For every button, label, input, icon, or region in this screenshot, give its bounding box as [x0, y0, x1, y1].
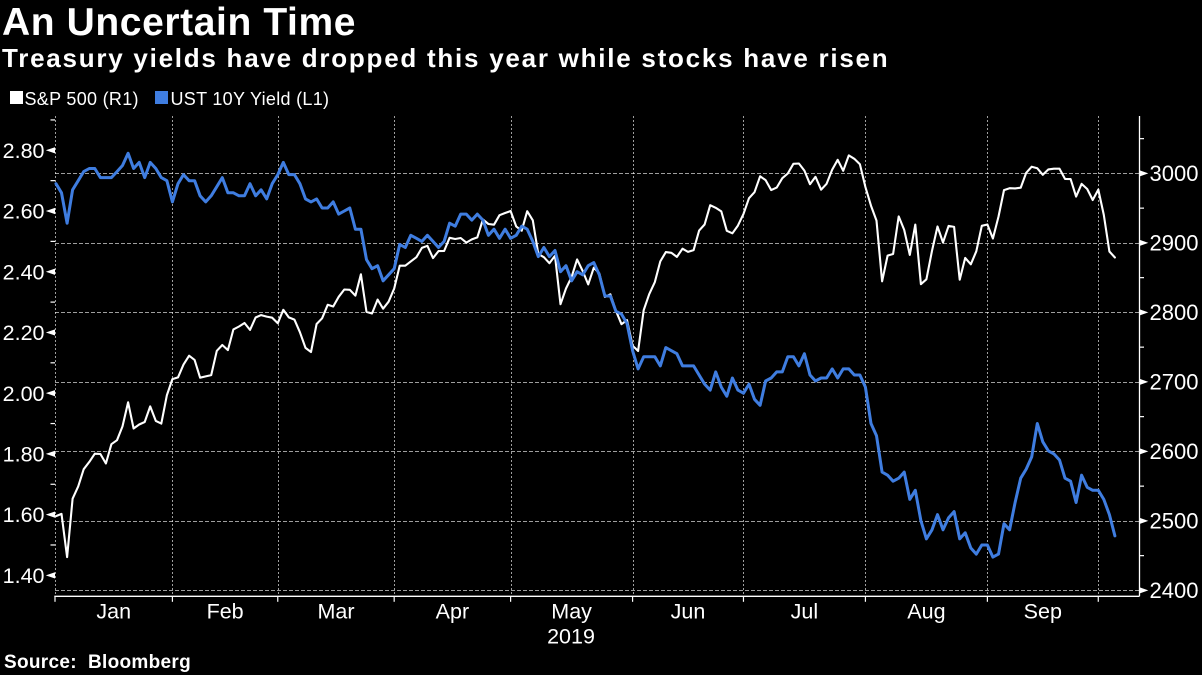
svg-text:Sep: Sep	[1024, 600, 1062, 624]
svg-text:Jun: Jun	[671, 600, 706, 624]
svg-text:1.40: 1.40	[3, 564, 45, 588]
svg-text:2400: 2400	[1150, 578, 1199, 603]
svg-text:2900: 2900	[1150, 231, 1199, 256]
svg-text:1.60: 1.60	[3, 503, 45, 527]
svg-text:2700: 2700	[1150, 370, 1199, 395]
svg-text:2600: 2600	[1150, 439, 1199, 464]
svg-text:2019: 2019	[547, 625, 595, 649]
svg-text:3000: 3000	[1150, 161, 1199, 186]
svg-text:2800: 2800	[1150, 300, 1199, 325]
svg-text:Mar: Mar	[317, 600, 354, 624]
svg-text:Feb: Feb	[207, 600, 244, 624]
svg-text:2.60: 2.60	[3, 200, 45, 224]
svg-text:1.80: 1.80	[3, 443, 45, 467]
svg-text:2.40: 2.40	[3, 260, 45, 284]
svg-text:Apr: Apr	[436, 600, 469, 624]
svg-text:2.80: 2.80	[3, 139, 45, 163]
svg-text:2.20: 2.20	[3, 321, 45, 345]
svg-text:Jan: Jan	[96, 600, 131, 624]
svg-text:Aug: Aug	[907, 600, 945, 624]
svg-text:Jul: Jul	[791, 600, 818, 624]
svg-text:2500: 2500	[1150, 509, 1199, 534]
svg-text:May: May	[551, 600, 592, 624]
svg-text:2.00: 2.00	[3, 382, 45, 406]
